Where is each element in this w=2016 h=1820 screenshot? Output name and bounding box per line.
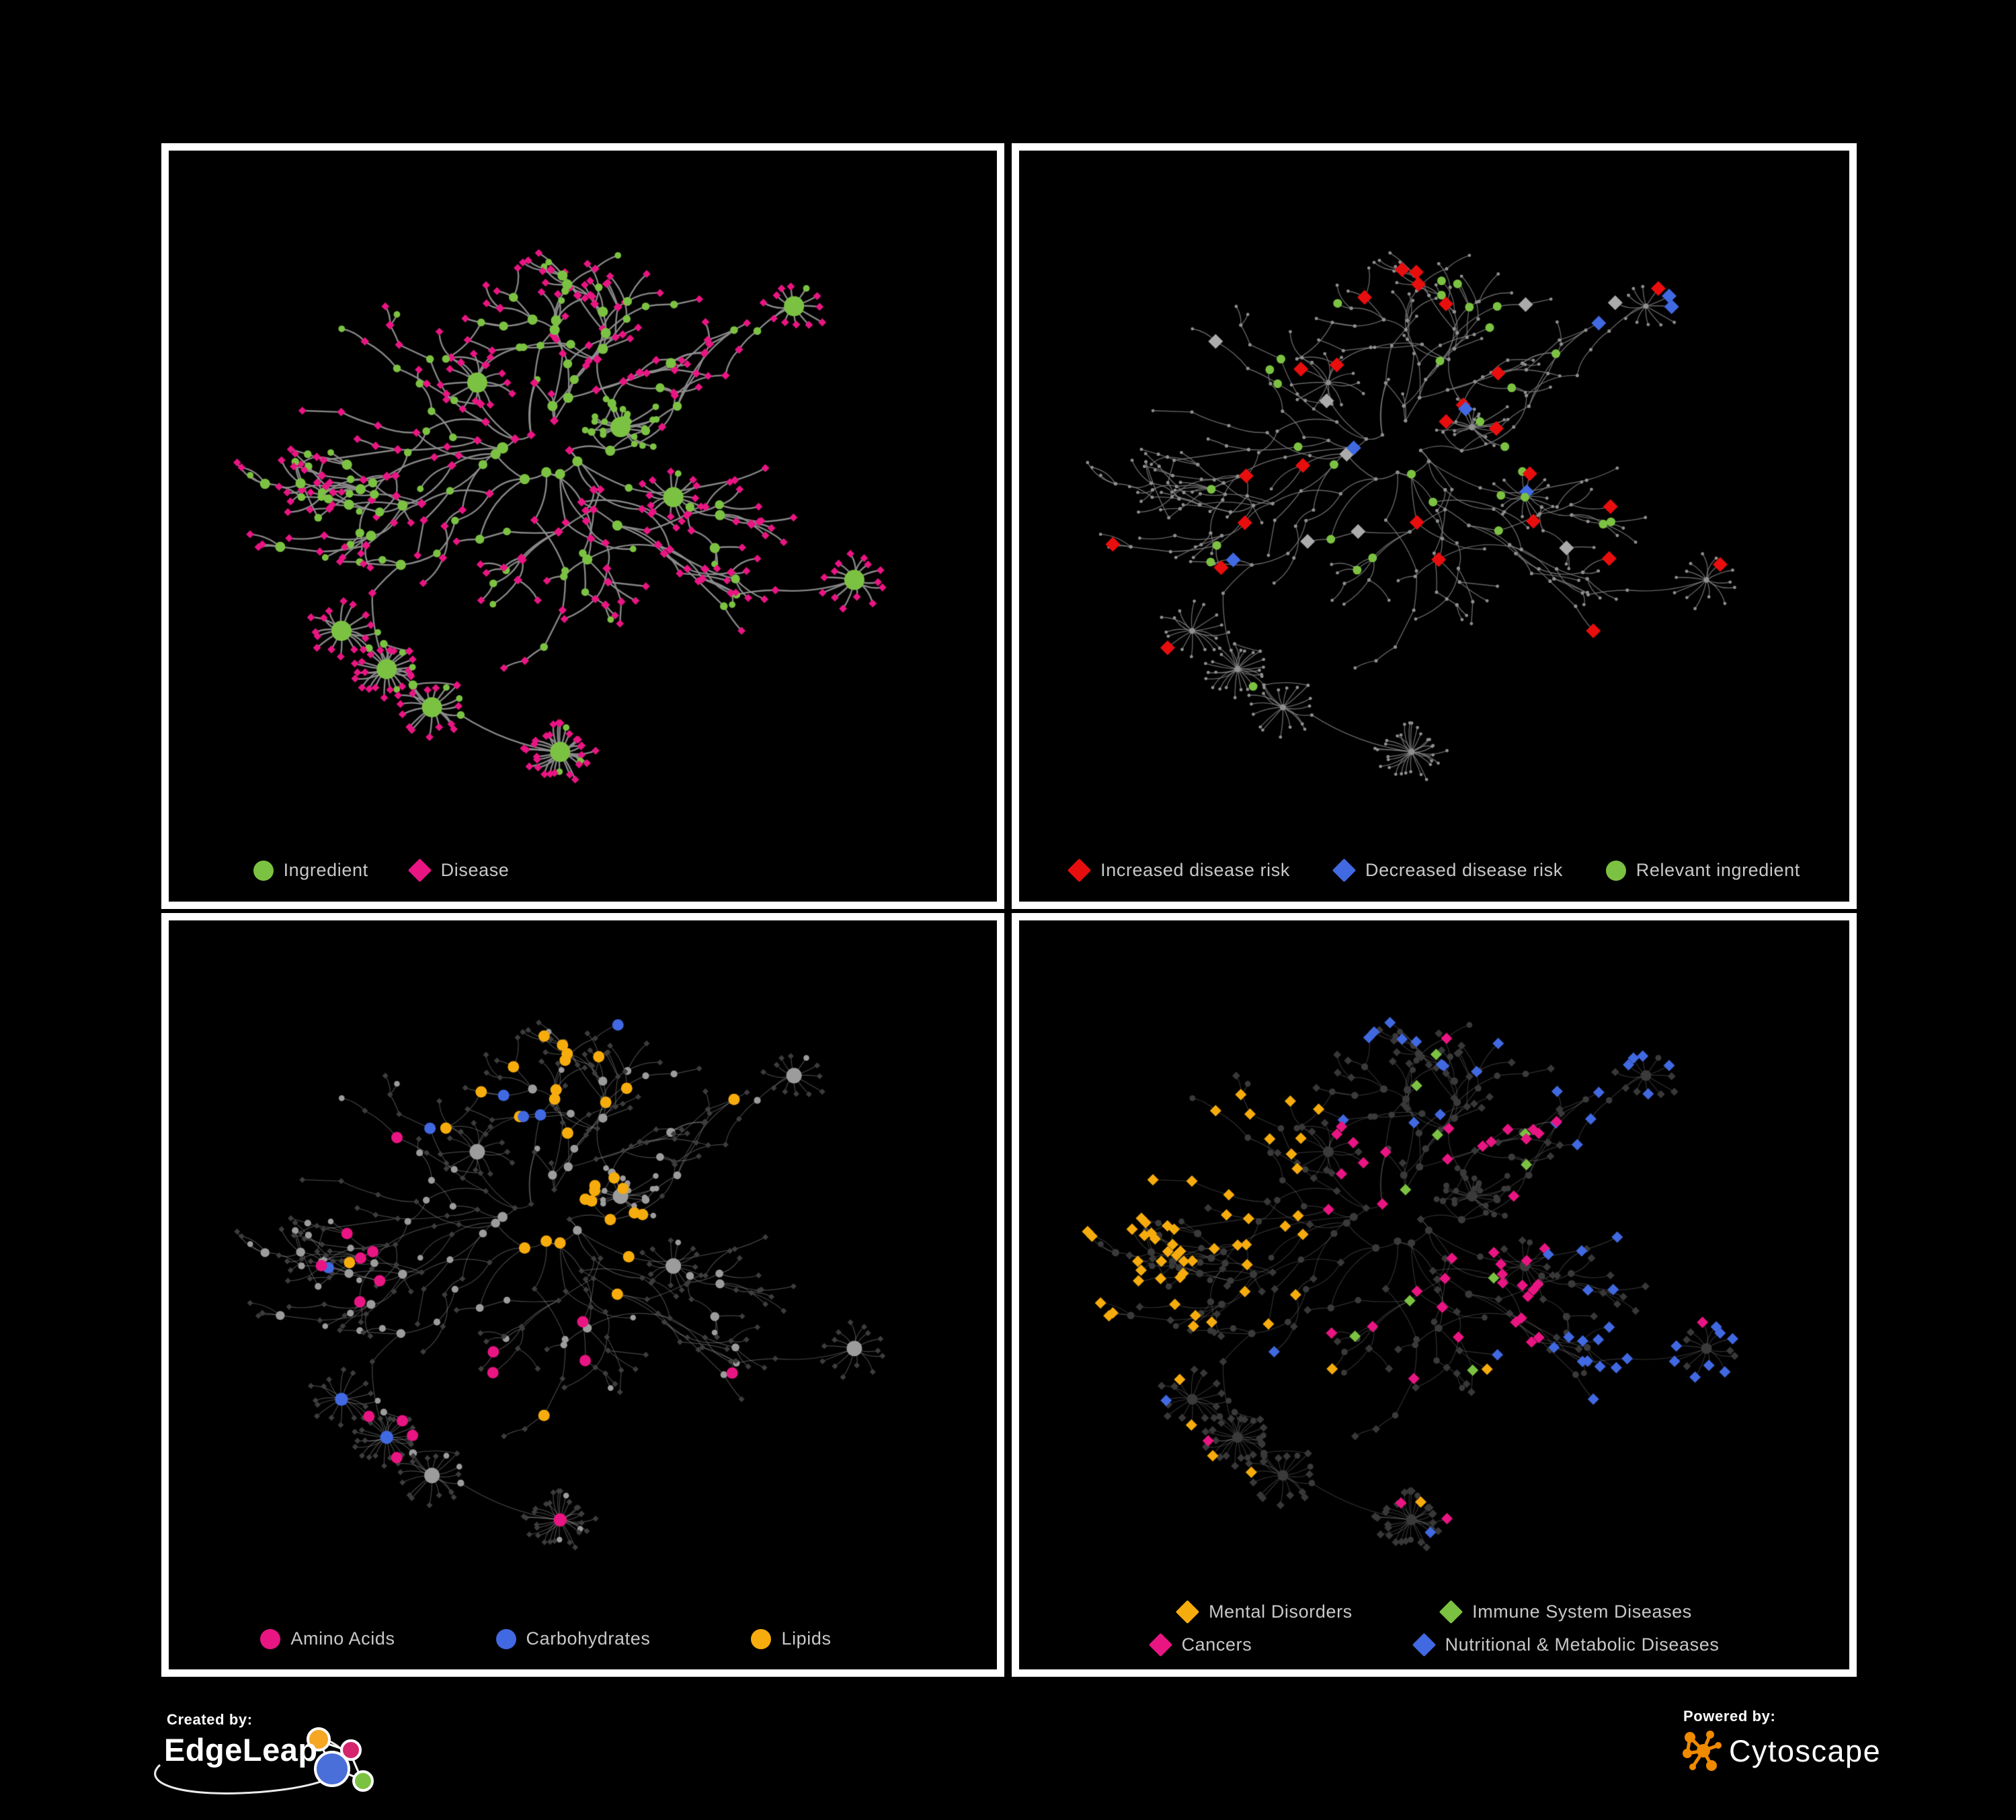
network-canvas-disease-categories <box>1019 920 1849 1669</box>
panel-ingredient-disease: Ingredient Disease <box>161 143 1004 909</box>
edgeleap-wordmark: EdgeLeap <box>164 1732 318 1768</box>
edgeleap-credit: Created by: EdgeLeap <box>154 1711 446 1794</box>
cytoscape-logo-icon <box>1683 1731 1722 1771</box>
cytoscape-credit: Powered by: Cytos <box>1681 1708 1963 1775</box>
panel-disease-categories: Mental Disorders Immune System Diseases Ca… <box>1012 913 1857 1677</box>
edgeleap-logo-icon <box>154 1727 374 1794</box>
network-canvas-ingredient-disease <box>169 151 997 902</box>
panel-nutrient-classes: Amino Acids Carbohydrates Lipids <box>161 913 1004 1677</box>
network-canvas-disease-risk <box>1019 151 1849 902</box>
cytoscape-wordmark: Cytoscape <box>1729 1734 1882 1768</box>
powered-by-label: Powered by: <box>1683 1708 1776 1725</box>
panel-disease-risk: Increased disease risk Decreased disease … <box>1012 143 1857 909</box>
network-canvas-nutrient-classes <box>169 920 997 1669</box>
created-by-label: Created by: <box>167 1711 253 1728</box>
